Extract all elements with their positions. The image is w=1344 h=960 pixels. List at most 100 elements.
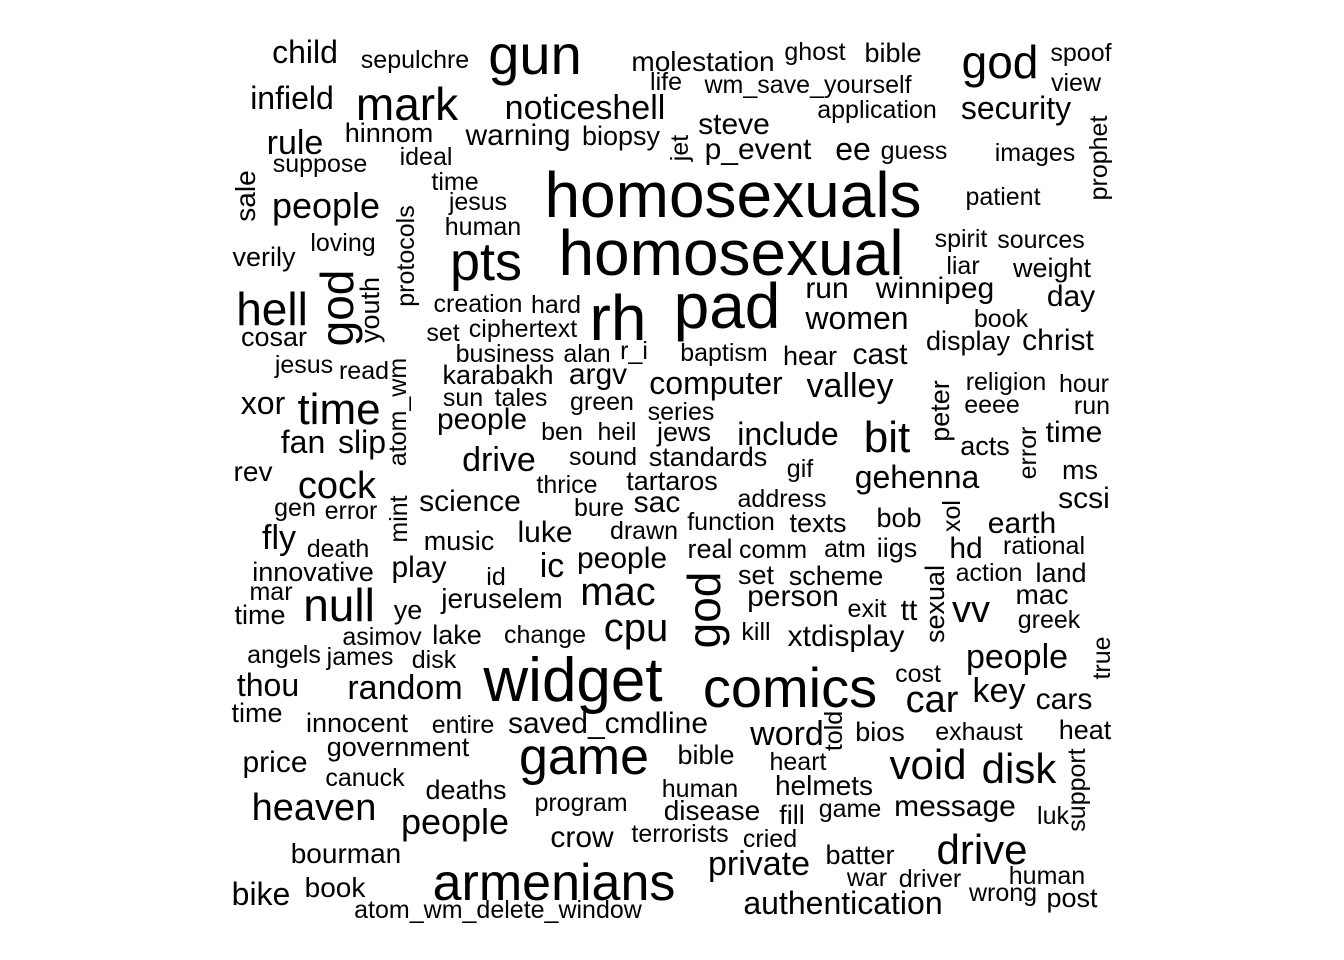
word-exit: exit	[848, 595, 887, 623]
word-thrice: thrice	[536, 471, 597, 499]
word-sepulchre: sepulchre	[361, 46, 469, 74]
word-slip: slip	[338, 424, 386, 460]
word-bible-2: bible	[677, 740, 734, 770]
word-view: view	[1051, 69, 1102, 97]
word-infield: infield	[250, 80, 334, 116]
word-saved-cmdline: saved_cmdline	[508, 707, 708, 740]
word-ye: ye	[394, 595, 423, 625]
word-r-i: r_i	[620, 337, 648, 365]
word-disk: disk	[982, 745, 1058, 792]
word-angels: angels	[247, 641, 321, 669]
word-innovative: innovative	[252, 557, 374, 587]
word-bob: bob	[876, 503, 921, 533]
word-asimov: asimov	[342, 623, 422, 651]
word-comm: comm	[739, 536, 807, 564]
word-cosar: cosar	[241, 322, 307, 352]
word-person: person	[747, 580, 839, 613]
word-bure: bure	[574, 494, 624, 522]
word-women: women	[804, 300, 908, 336]
word-winnipeg: winnipeg	[875, 272, 994, 305]
word-innocent: innocent	[306, 708, 409, 738]
word-patient: patient	[965, 183, 1040, 211]
word-play: play	[391, 551, 446, 584]
word-sac: sac	[634, 486, 681, 519]
word-molestation: molestation	[631, 46, 774, 77]
word-jesus-2: jesus	[274, 351, 333, 379]
word-ghost: ghost	[784, 38, 845, 66]
word-drive: drive	[936, 826, 1027, 873]
word-price: price	[242, 746, 307, 779]
word-alan: alan	[563, 340, 610, 368]
word-mac: mac	[580, 570, 656, 614]
word-hd: hd	[949, 532, 982, 565]
word-scheme: scheme	[789, 561, 884, 591]
word-music: music	[424, 526, 495, 556]
word-prophet: prophet	[1085, 116, 1113, 201]
word-kill: kill	[741, 618, 770, 646]
word-bios: bios	[855, 717, 905, 747]
word-vv: vv	[952, 589, 990, 631]
word-pts: pts	[450, 232, 522, 292]
word-people-2: people	[401, 801, 509, 842]
word-real: real	[687, 534, 732, 564]
word-spirit: spirit	[935, 225, 988, 253]
word-thou: thou	[237, 667, 299, 703]
word-human-2: human	[662, 775, 738, 803]
word-true: true	[1088, 636, 1116, 679]
word-verily: verily	[232, 242, 296, 272]
word-earth: earth	[988, 507, 1056, 540]
word-random: random	[347, 669, 462, 707]
word-warning: warning	[464, 119, 570, 152]
word-drive-2: drive	[462, 441, 536, 479]
word-cried: cried	[743, 825, 797, 853]
word-youth: youth	[355, 277, 385, 343]
word-ic: ic	[540, 547, 565, 585]
word-id: id	[486, 563, 505, 591]
word-wm-save-yourself: wm_save_yourself	[703, 71, 911, 99]
word-spoof: spoof	[1050, 39, 1111, 67]
word-action: action	[956, 559, 1023, 587]
word-armenians: armenians	[433, 854, 676, 912]
word-james: james	[326, 643, 394, 671]
word-game: game	[519, 728, 649, 786]
word-message: message	[894, 790, 1016, 823]
word-cpu: cpu	[604, 606, 669, 650]
word-people-1: people	[272, 185, 380, 226]
word-war: war	[846, 864, 887, 892]
word-xol: xol	[938, 500, 966, 532]
word-game-2: game	[819, 795, 882, 823]
word-rh: rh	[590, 282, 647, 354]
word-series: series	[648, 398, 715, 426]
word-p-event: p_event	[705, 133, 812, 166]
word-hinnom: hinnom	[345, 118, 434, 148]
word-tales: tales	[495, 384, 548, 412]
word-jews: jews	[656, 417, 711, 447]
word-government: government	[327, 732, 470, 762]
word-baptism: baptism	[680, 339, 768, 367]
word-rational: rational	[1003, 532, 1085, 560]
word-texts: texts	[789, 508, 846, 538]
word-mint: mint	[385, 495, 413, 542]
word-eeee: eeee	[964, 391, 1020, 419]
word-xor: xor	[241, 385, 286, 421]
word-fan: fan	[281, 424, 325, 460]
word-atom-wm-delete-window: atom_wm_delete_window	[354, 896, 643, 924]
word-argv: argv	[569, 358, 627, 391]
word-canuck: canuck	[325, 764, 405, 792]
word-fly: fly	[262, 519, 296, 557]
word-cast: cast	[852, 338, 908, 371]
word-crow: crow	[550, 821, 614, 854]
word-function: function	[687, 508, 775, 536]
word-protocols: protocols	[392, 205, 420, 306]
word-set-2: set	[738, 560, 775, 590]
word-sources: sources	[997, 226, 1085, 254]
word-land: land	[1035, 558, 1086, 588]
word-authentication: authentication	[743, 885, 942, 921]
word-god: god	[962, 36, 1039, 88]
word-cock: cock	[298, 465, 377, 507]
word-biopsy: biopsy	[582, 121, 661, 151]
word-drawn: drawn	[610, 517, 678, 545]
word-book-1: book	[974, 305, 1029, 333]
word-change: change	[504, 621, 586, 649]
